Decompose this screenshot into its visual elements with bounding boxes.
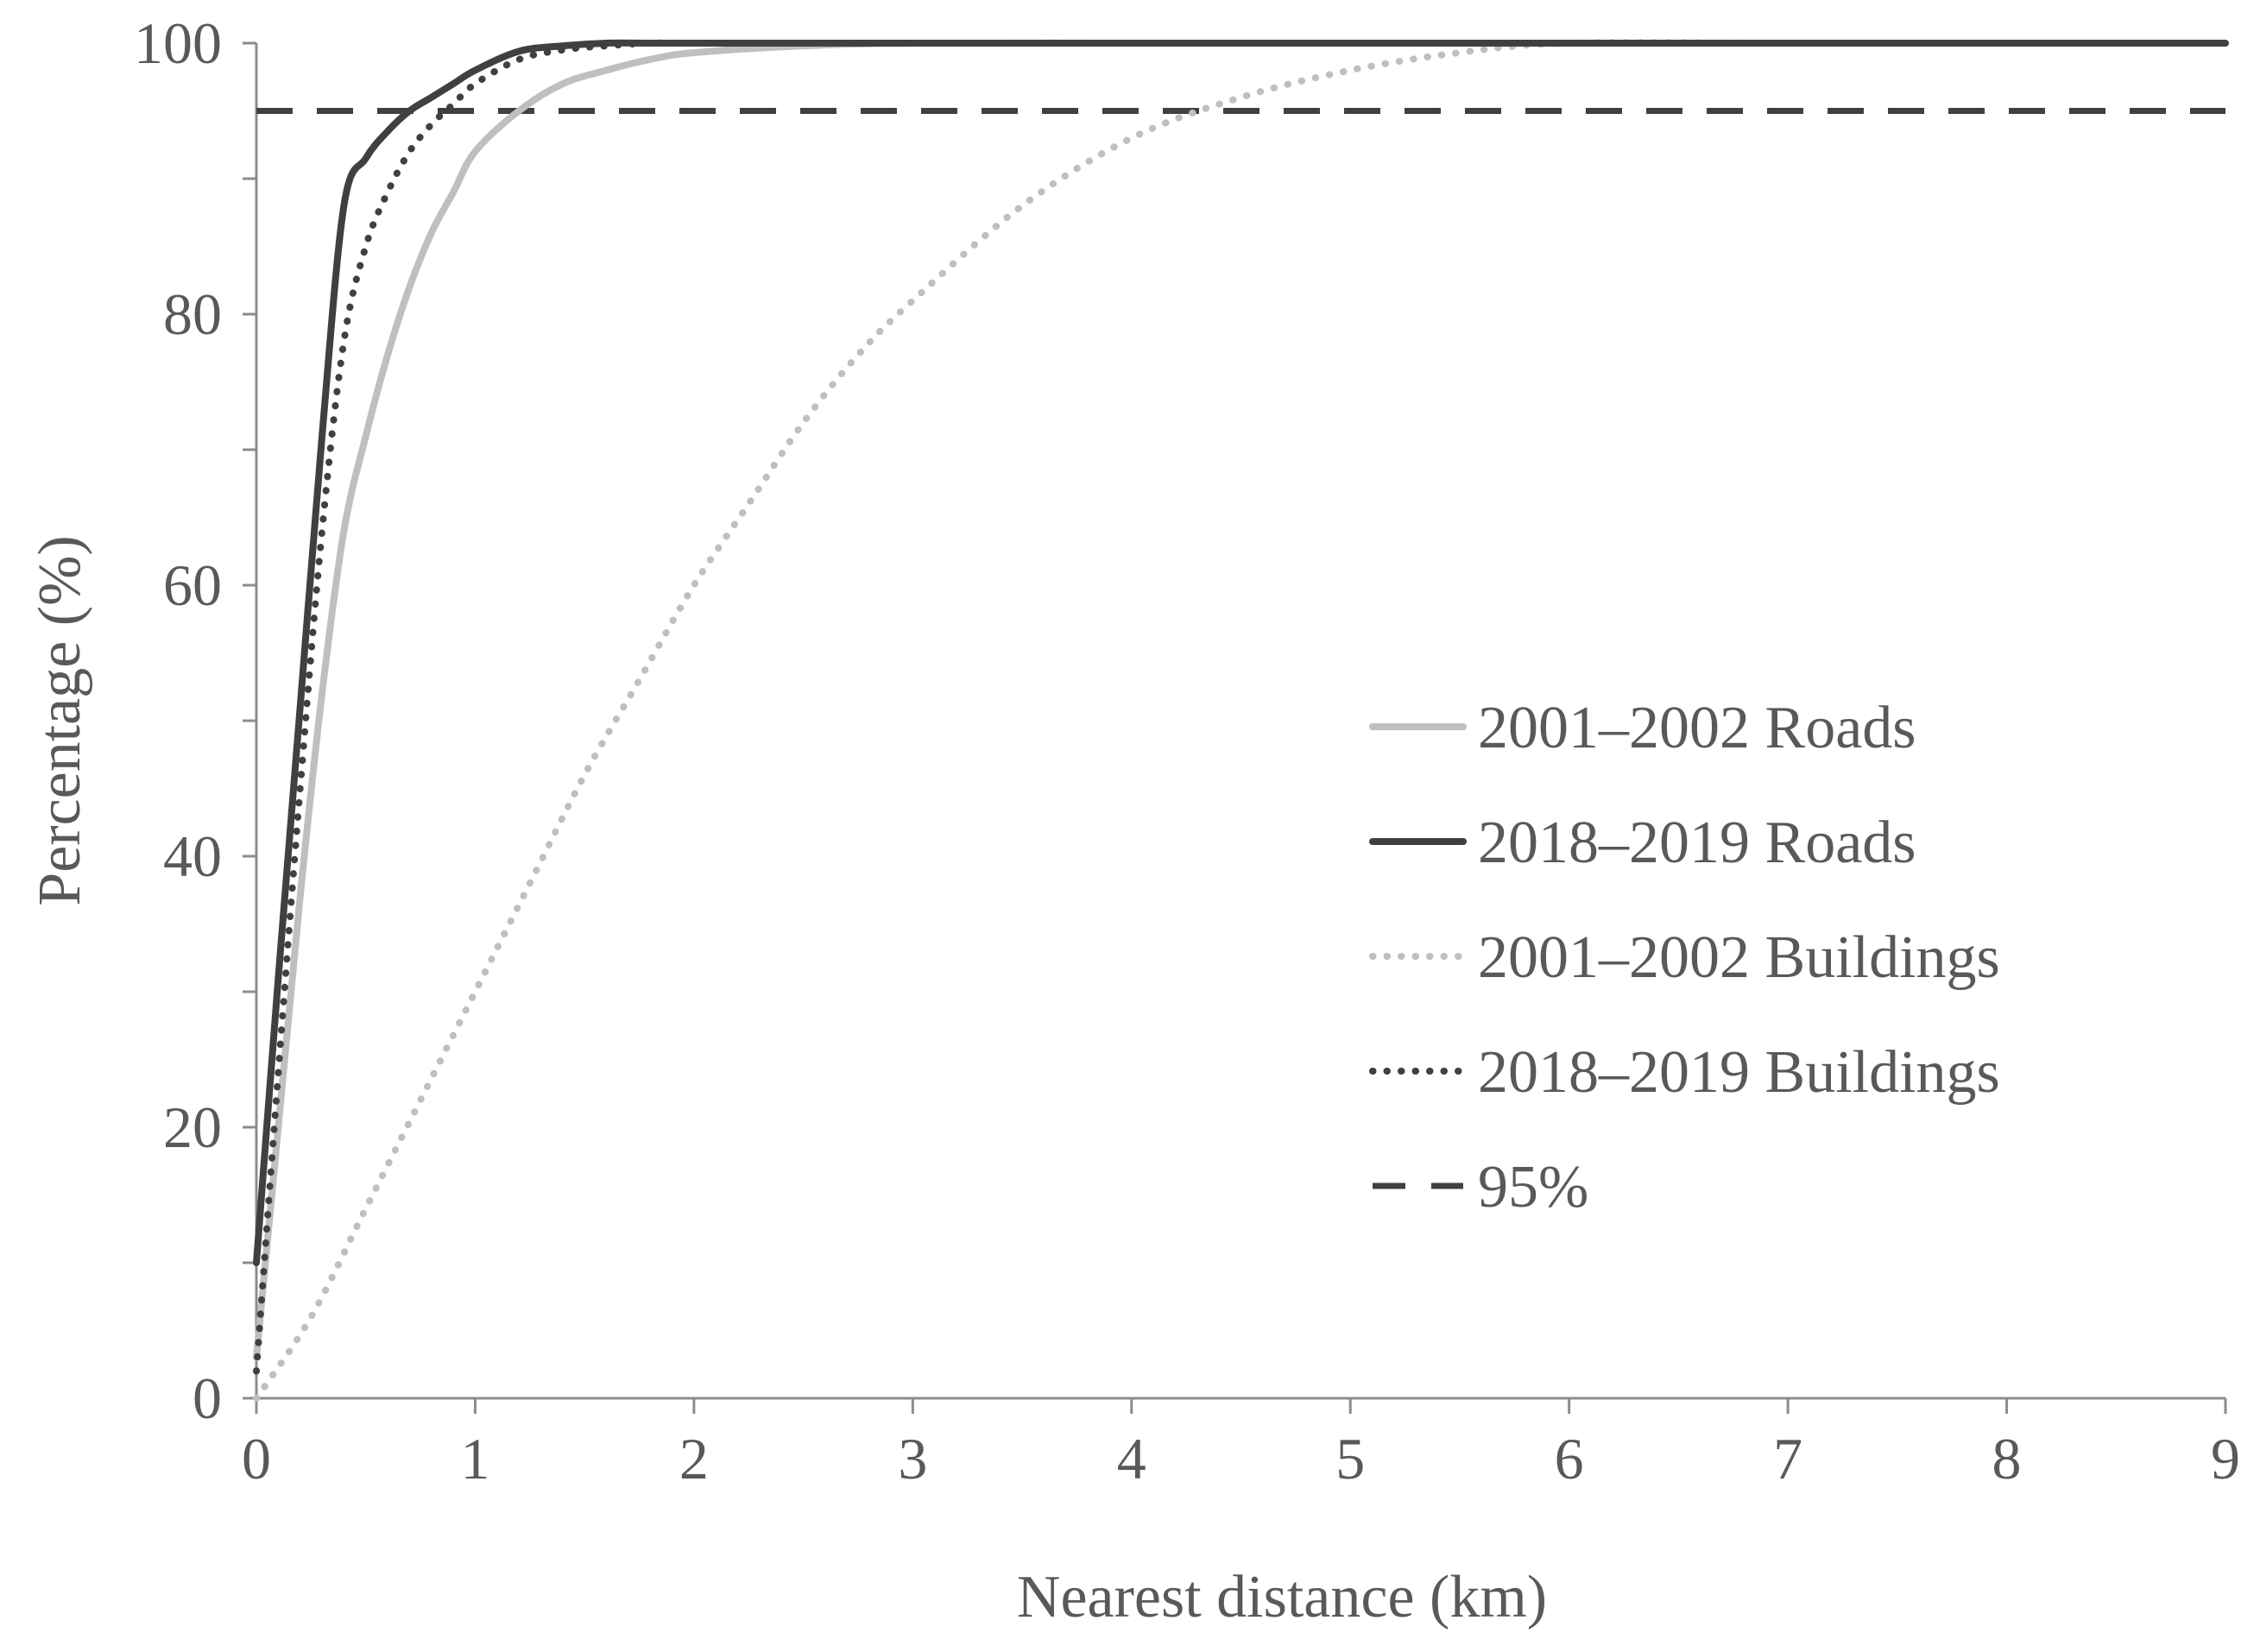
legend-item-2001-2002-buildings: 2001–2002 Buildings [1369,924,2000,991]
x-tick-label: 1 [460,1426,489,1491]
axes: 0 20 40 60 80 100 0 1 2 3 4 5 6 7 8 9 [134,10,2240,1491]
y-axis-title: Percentage (%) [27,535,93,905]
legend-item-2018-2019-roads: 2018–2019 Roads [1369,810,1916,876]
legend-label: 2018–2019 Buildings [1478,1039,2000,1106]
series-layer [253,39,2229,1402]
x-tick-label: 8 [1992,1426,2022,1491]
y-tick-label: 80 [163,281,222,347]
y-tick-label: 20 [163,1094,222,1160]
x-tick-label: 2 [679,1426,709,1491]
x-tick-label: 7 [1773,1426,1802,1491]
series-line-2018-2019-buildings [253,39,2229,1375]
legend-item-2001-2002-roads: 2001–2002 Roads [1369,695,1916,761]
legend-item-2018-2019-buildings: 2018–2019 Buildings [1369,1039,2000,1106]
y-tick-label: 0 [193,1365,222,1431]
series-line-2018-2019-roads [253,39,2229,1266]
x-tick-label: 3 [898,1426,927,1491]
x-axis-title: Nearest distance (km) [1017,1564,1547,1630]
y-tick-label: 100 [134,10,222,76]
x-tick-label: 6 [1555,1426,1584,1491]
legend-item-95: 95% [1373,1154,1588,1220]
series-line-2001-2002-roads [253,39,2229,1361]
y-tick-label: 40 [163,823,222,889]
legend: 2001–2002 Roads 2018–2019 Roads 2001–2002 … [1369,695,2000,1220]
y-tick-label: 60 [163,552,222,618]
legend-label: 95% [1478,1154,1588,1220]
x-tick-label: 4 [1117,1426,1146,1491]
x-tick-label: 9 [2211,1426,2240,1491]
x-tick-label: 0 [242,1426,271,1491]
legend-label: 2018–2019 Roads [1478,810,1916,876]
legend-label: 2001–2002 Buildings [1478,924,2000,991]
legend-label: 2001–2002 Roads [1478,695,1916,761]
series-line-2001-2002-buildings [253,39,2229,1402]
x-tick-label: 5 [1335,1426,1365,1491]
